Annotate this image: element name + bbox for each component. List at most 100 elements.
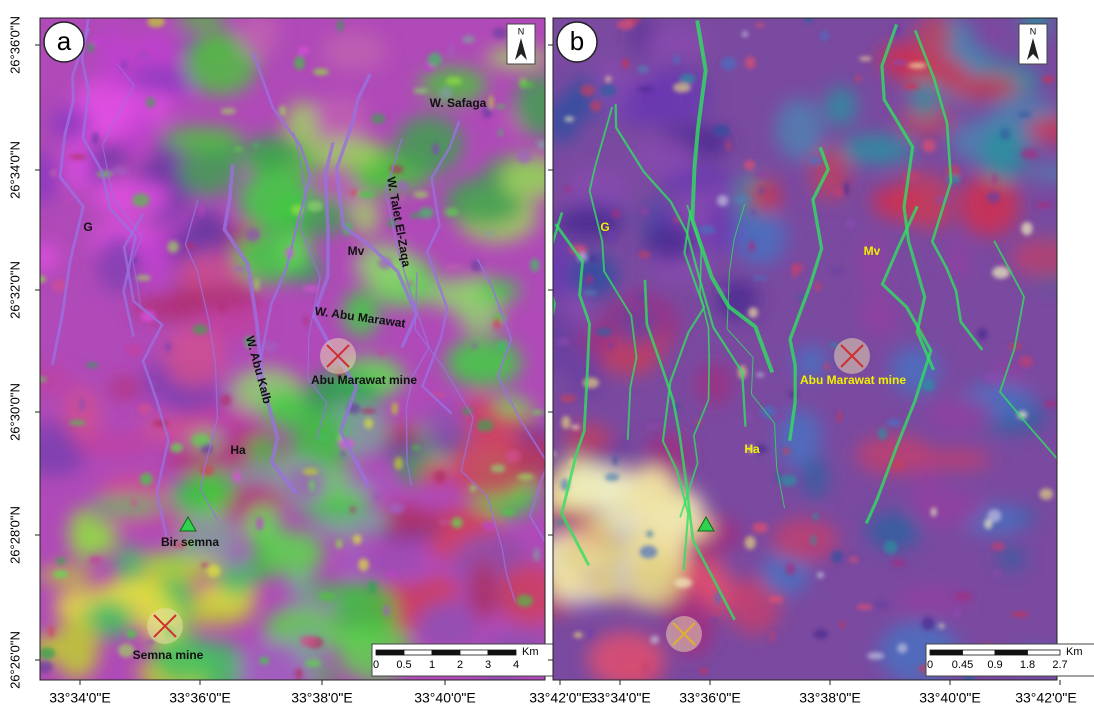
speckle bbox=[294, 56, 305, 70]
speckle bbox=[517, 150, 533, 164]
speckle bbox=[953, 607, 961, 619]
speckle bbox=[1011, 612, 1029, 617]
lat-label: 26°36'0"N bbox=[7, 16, 22, 74]
speckle bbox=[1021, 149, 1039, 160]
speckle bbox=[498, 129, 502, 137]
speckle bbox=[991, 27, 996, 39]
patch bbox=[99, 26, 128, 90]
speckle bbox=[745, 536, 756, 549]
speckle bbox=[884, 540, 898, 553]
patch bbox=[98, 580, 162, 601]
speckle bbox=[571, 425, 580, 430]
speckle bbox=[364, 418, 373, 429]
speckle bbox=[358, 558, 369, 571]
speckle bbox=[700, 668, 708, 673]
scale-unit: Km bbox=[522, 646, 539, 658]
scale-segment bbox=[963, 650, 996, 655]
figure: aNW. SafagaW. Talet El-ZaqaGMvW. Abu Mar… bbox=[0, 0, 1094, 715]
speckle bbox=[834, 188, 843, 197]
lon-label: 33°34'0"E bbox=[49, 690, 111, 706]
speckle bbox=[986, 191, 1000, 203]
speckle bbox=[375, 494, 379, 501]
speckle bbox=[439, 520, 449, 524]
speckle bbox=[798, 294, 802, 302]
speckle bbox=[207, 565, 221, 578]
speckle bbox=[646, 530, 653, 537]
speckle bbox=[389, 503, 404, 514]
speckle bbox=[432, 143, 439, 155]
speckle bbox=[1017, 112, 1031, 118]
scale-tick-label: 0.5 bbox=[396, 659, 411, 671]
speckle bbox=[1019, 355, 1033, 367]
speckle bbox=[233, 266, 248, 271]
speckle bbox=[446, 77, 462, 86]
speckle bbox=[165, 341, 172, 352]
speckle bbox=[125, 344, 142, 357]
speckle bbox=[612, 209, 621, 219]
speckle bbox=[679, 74, 695, 84]
speckle bbox=[336, 539, 343, 549]
scale-segment bbox=[1028, 650, 1061, 655]
speckle bbox=[922, 140, 936, 153]
speckle bbox=[48, 625, 55, 637]
speckle bbox=[279, 105, 287, 116]
speckle bbox=[50, 169, 57, 177]
lon-label: 33°36'0"E bbox=[679, 690, 741, 706]
speckle bbox=[844, 182, 850, 196]
patch bbox=[76, 434, 153, 456]
lat-label: 26°30'0"N bbox=[7, 383, 22, 441]
speckle bbox=[712, 617, 717, 623]
patch bbox=[18, 370, 76, 393]
speckle bbox=[87, 43, 94, 53]
speckle bbox=[371, 114, 385, 124]
scale-tick-label: 1.8 bbox=[1020, 659, 1035, 671]
speckle bbox=[392, 402, 398, 415]
map-label: G bbox=[83, 220, 92, 234]
speckle bbox=[167, 241, 179, 253]
speckle bbox=[305, 659, 321, 667]
patch bbox=[803, 458, 827, 500]
map-label: Mv bbox=[864, 244, 881, 258]
lon-label: 33°42'0"E bbox=[529, 690, 591, 706]
patch bbox=[352, 199, 381, 235]
speckle bbox=[984, 373, 1000, 383]
speckle bbox=[413, 88, 428, 93]
speckle bbox=[491, 464, 506, 472]
speckle bbox=[831, 550, 843, 563]
speckle bbox=[748, 307, 758, 318]
speckle bbox=[300, 636, 317, 647]
patch bbox=[1026, 117, 1082, 143]
speckle bbox=[613, 455, 617, 465]
speckle bbox=[752, 276, 768, 280]
speckle bbox=[922, 379, 935, 391]
speckle bbox=[394, 457, 403, 470]
speckle bbox=[557, 520, 564, 526]
speckle bbox=[580, 85, 595, 97]
speckle bbox=[256, 517, 264, 531]
speckle bbox=[726, 140, 731, 151]
speckle bbox=[517, 473, 534, 480]
speckle bbox=[817, 572, 824, 579]
speckle bbox=[712, 611, 717, 616]
patch bbox=[478, 280, 520, 302]
patch bbox=[420, 405, 468, 441]
speckle bbox=[585, 274, 594, 284]
speckle bbox=[93, 36, 105, 46]
speckle bbox=[887, 418, 902, 426]
patch bbox=[90, 497, 164, 514]
speckle bbox=[412, 445, 420, 450]
speckle bbox=[69, 154, 86, 159]
speckle bbox=[560, 395, 576, 403]
speckle bbox=[854, 75, 861, 83]
speckle bbox=[451, 517, 462, 528]
speckle bbox=[583, 290, 597, 295]
speckle bbox=[637, 292, 645, 302]
speckle bbox=[477, 419, 494, 431]
speckle bbox=[357, 191, 375, 197]
speckle bbox=[92, 132, 99, 145]
speckle bbox=[253, 143, 259, 149]
speckle bbox=[813, 513, 818, 521]
lon-label: 33°38'0"E bbox=[799, 690, 861, 706]
speckle bbox=[646, 424, 658, 430]
speckle bbox=[804, 14, 812, 24]
